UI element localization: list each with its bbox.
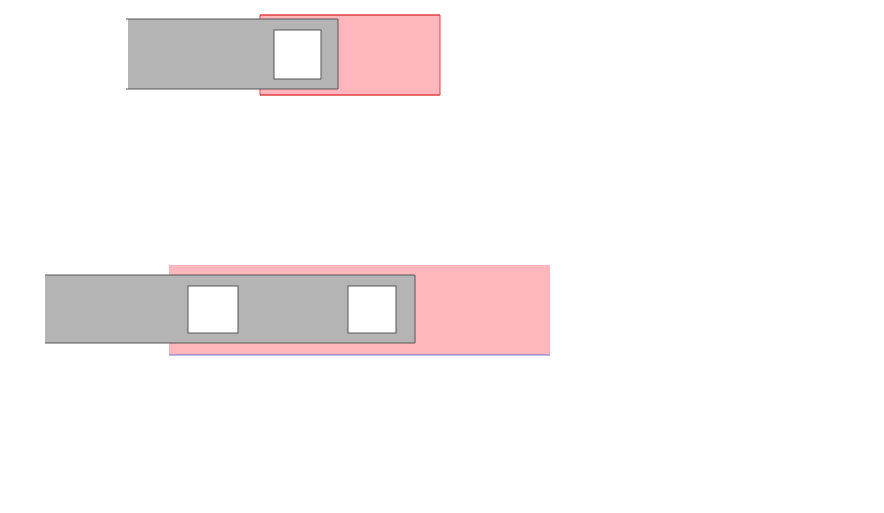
- bottom-bar-assembly: [45, 265, 550, 356]
- bottom-window-2: [347, 285, 397, 334]
- bottom-window-1: [187, 285, 239, 334]
- top-bar-assembly: [126, 14, 441, 96]
- top-window: [273, 29, 322, 80]
